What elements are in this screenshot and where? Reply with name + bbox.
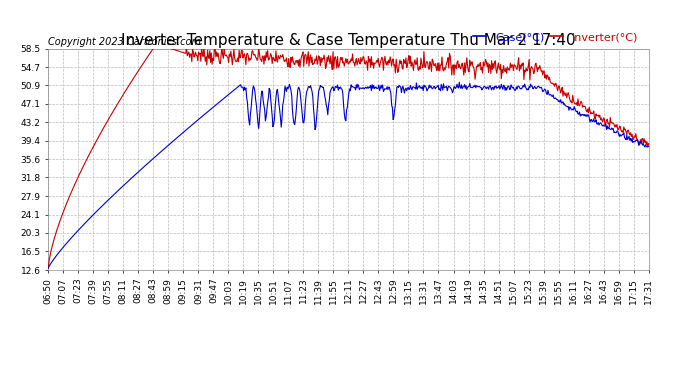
Title: Inverter Temperature & Case Temperature Thu Mar 2 17:40: Inverter Temperature & Case Temperature …	[121, 33, 575, 48]
Text: Copyright 2023 Cartronics.com: Copyright 2023 Cartronics.com	[48, 36, 201, 46]
Legend: Case(°C), Inverter(°C): Case(°C), Inverter(°C)	[469, 28, 643, 46]
